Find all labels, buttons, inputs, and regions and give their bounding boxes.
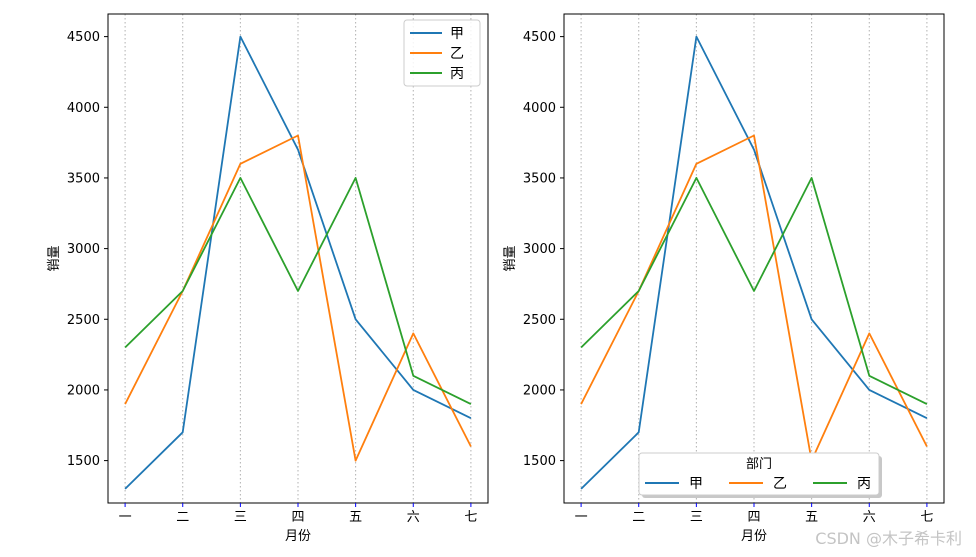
y-tick-label: 2500	[67, 313, 100, 328]
legend-label: 乙	[773, 476, 787, 492]
series-line-甲	[580, 35, 928, 490]
y-tick-label: 3000	[523, 242, 556, 257]
y-tick-label: 4000	[523, 101, 556, 116]
x-tick-label: 四	[747, 510, 760, 525]
legend-title: 部门	[746, 457, 772, 472]
series-line-丙	[580, 176, 928, 405]
x-tick-label: 四	[291, 510, 304, 525]
legend-label: 乙	[450, 46, 464, 62]
y-tick-label: 3500	[67, 171, 100, 186]
y-tick-label: 2000	[67, 383, 100, 398]
x-tick-label: 三	[234, 510, 247, 525]
y-axis-label: 销量	[47, 245, 62, 271]
x-tick-label: 一	[575, 510, 588, 525]
x-axis-label: 月份	[285, 529, 311, 544]
legend-label: 甲	[689, 476, 703, 492]
x-tick-label: 三	[690, 510, 703, 525]
legend-label: 丙	[450, 66, 464, 82]
y-axis-label: 销量	[503, 245, 518, 271]
x-tick-label: 二	[632, 510, 645, 525]
x-tick-label: 六	[407, 510, 420, 525]
y-tick-label: 4500	[67, 30, 100, 45]
legend-label: 甲	[450, 26, 464, 42]
x-tick-label: 七	[464, 510, 477, 525]
chart-2: 1500 2000 2500 3000 3500 4000 4500 一 二 三 四 五 六 七月份 销量部…	[503, 13, 945, 544]
x-tick-label: 六	[863, 510, 876, 525]
series-line-丙	[124, 176, 472, 405]
x-tick-label: 五	[805, 510, 818, 525]
chart-1: 1500 2000 2500 3000 3500 4000 4500 一 二 三 四 五 六 七月份 销量 甲…	[47, 13, 489, 544]
y-tick-label: 3000	[67, 242, 100, 257]
y-tick-label: 2500	[523, 313, 556, 328]
y-tick-label: 4000	[67, 101, 100, 116]
legend-box	[638, 452, 880, 496]
y-tick-label: 4500	[523, 30, 556, 45]
y-tick-label: 3500	[523, 171, 556, 186]
y-tick-label: 2000	[523, 383, 556, 398]
series-line-甲	[124, 35, 472, 490]
x-tick-label: 五	[349, 510, 362, 525]
legend-label: 丙	[857, 476, 871, 492]
x-tick-label: 一	[119, 510, 132, 525]
y-tick-label: 1500	[523, 454, 556, 469]
x-tick-label: 七	[920, 510, 933, 525]
x-axis-label: 月份	[741, 529, 767, 544]
y-tick-label: 1500	[67, 454, 100, 469]
x-tick-label: 二	[176, 510, 189, 525]
watermark: CSDN @木子希卡利	[815, 529, 962, 548]
